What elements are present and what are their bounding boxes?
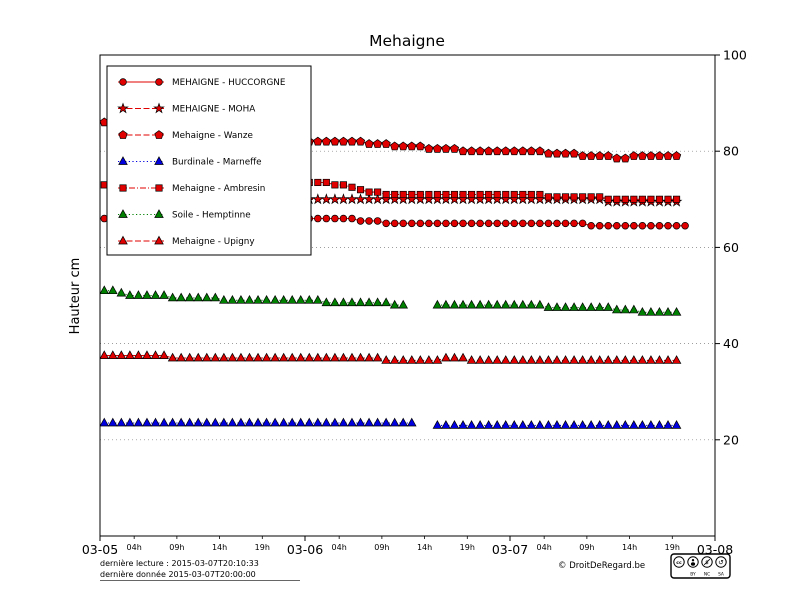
x-minor-tick-label: 19h	[460, 543, 475, 552]
copyright: © DroitDeRegard.be	[558, 561, 645, 571]
legend-label: MEHAIGNE - HUCCORGNE	[172, 78, 285, 88]
legend-item-hemptinne: Soile - Hemptinne	[118, 209, 251, 221]
series-hemptinne	[99, 285, 682, 316]
legend-item-huccorgne: MEHAIGNE - HUCCORGNE	[118, 78, 285, 88]
legend: MEHAIGNE - HUCCORGNE MEHAIGNE - MOHA Mehai…	[106, 65, 312, 256]
footer-last-reading: dernière lecture : 2015-03-07T20:10:33	[100, 558, 259, 568]
by-person-head	[691, 559, 695, 562]
legend-label: Mehaigne - Upigny	[172, 237, 255, 247]
legend-item-ambresin: Mehaigne - Ambresin	[118, 184, 265, 194]
y-tick-label: 40	[723, 336, 739, 351]
x-minor-tick-label: 09h	[169, 543, 184, 552]
x-minor-tick-label: 19h	[255, 543, 270, 552]
x-major-tick-label: 03-05	[82, 542, 118, 557]
x-major-tick-label: 03-08	[697, 542, 733, 557]
sa-icon	[715, 556, 727, 568]
cc-badge-nc: NC	[704, 571, 710, 577]
x-minor-tick-label: 04h	[127, 543, 142, 552]
y-tick-label: 20	[723, 432, 739, 447]
cc-icon-label: cc	[676, 561, 682, 566]
by-icon	[687, 556, 699, 568]
axes-frame	[99, 54, 716, 537]
cc-badge-frame	[670, 553, 731, 579]
series-marneffe	[99, 417, 682, 429]
y-tick-label: 80	[723, 144, 739, 159]
chart-title: Mehaigne	[369, 32, 445, 50]
legend-label: Mehaigne - Ambresin	[172, 184, 265, 194]
x-minor-tick-label: 19h	[665, 543, 680, 552]
x-major-tick-label: 03-06	[287, 542, 323, 557]
series-upigny	[99, 350, 682, 364]
nc-icon	[701, 556, 713, 568]
sa-arrow: ↺	[718, 558, 723, 566]
plot-area: 03-05 03-06 03-07 03-08 04h 09h 14h 19h 04h 09h 14…	[82, 48, 747, 558]
legend-item-moha: MEHAIGNE - MOHA	[117, 102, 255, 115]
legend-label: Mehaigne - Wanze	[172, 131, 253, 141]
nc-strike	[703, 558, 711, 566]
legend-box	[106, 65, 312, 256]
legend-item-upigny: Mehaigne - Upigny	[118, 235, 255, 247]
legend-label: Soile - Hemptinne	[172, 211, 251, 221]
y-axis-label: Hauteur cm	[68, 258, 83, 335]
y-tick-label: 60	[723, 240, 739, 255]
nc-dollar: $	[705, 560, 709, 566]
x-minor-tick-label: 04h	[537, 543, 552, 552]
x-minor-tick-label: 14h	[212, 543, 227, 552]
x-minor-tick-label: 09h	[374, 543, 389, 552]
x-minor-tick-label: 04h	[332, 543, 347, 552]
legend-label: Burdinale - Marneffe	[172, 158, 262, 168]
legend-label: MEHAIGNE - MOHA	[172, 105, 255, 115]
cc-badge-sa: SA	[718, 571, 724, 577]
footer-last-data: dernière donnée 2015-03-07T20:00:00	[100, 569, 256, 579]
cc-license-badge[interactable]: cc $ ↺ BY NC SA	[670, 553, 731, 579]
x-minor-tick-label: 14h	[417, 543, 432, 552]
y-tick-label: 100	[723, 48, 747, 63]
by-person-body	[690, 562, 696, 566]
cc-icon	[673, 556, 685, 568]
legend-item-marneffe: Burdinale - Marneffe	[118, 156, 262, 168]
x-minor-tick-label: 09h	[579, 543, 594, 552]
cc-badge-by: BY	[690, 571, 696, 577]
legend-item-wanze: Mehaigne - Wanze	[118, 130, 253, 141]
x-major-tick-label: 03-07	[492, 542, 528, 557]
x-minor-tick-label: 14h	[622, 543, 637, 552]
